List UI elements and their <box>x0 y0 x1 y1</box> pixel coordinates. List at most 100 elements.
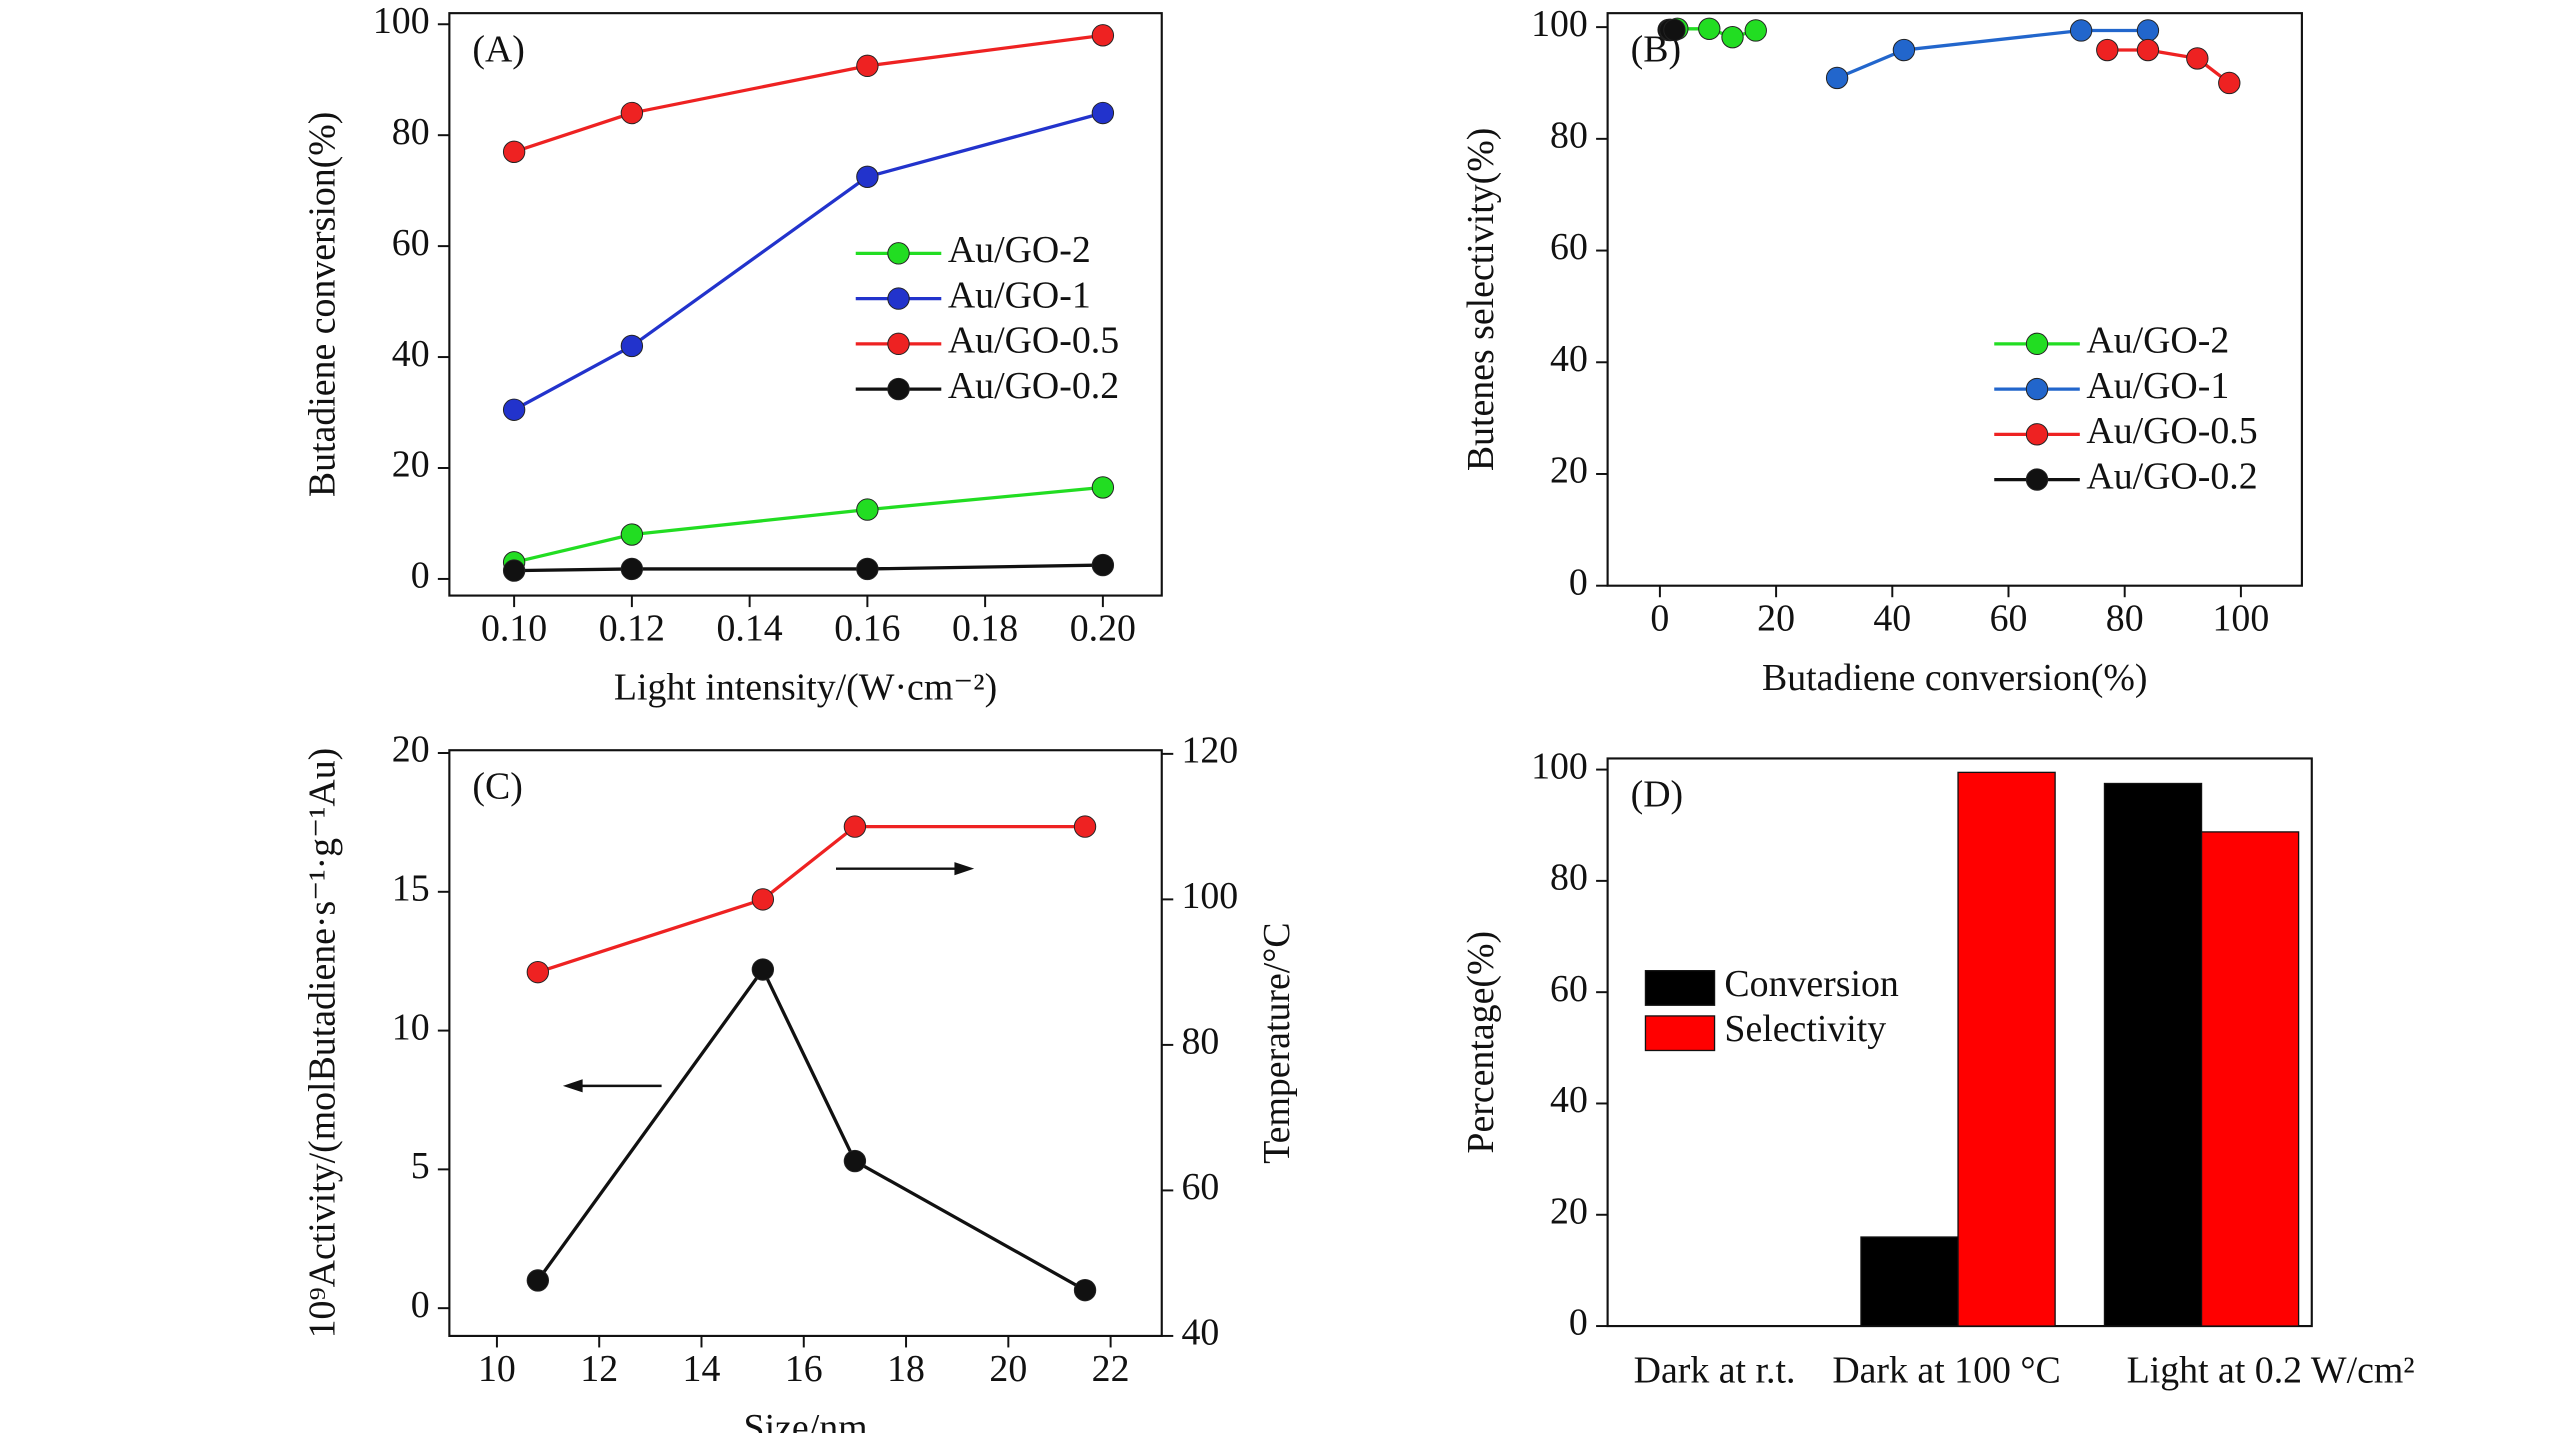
y-axis-label: Butenes selectivity(%) <box>1460 128 1502 472</box>
series-line <box>1677 27 1757 39</box>
point <box>1721 25 1744 49</box>
y-tick-label: 5 <box>411 1145 430 1187</box>
x-tick-label: 100 <box>2213 598 2270 640</box>
y-tick-label: 80 <box>1550 115 1588 157</box>
y-tick-label: 40 <box>1550 1079 1588 1121</box>
y-tick-label: 60 <box>1550 226 1588 268</box>
y-tick-label: 0 <box>1569 1302 1588 1344</box>
arrow-left <box>562 1079 662 1093</box>
legend-swatch <box>1644 970 1716 1006</box>
x-tick-label: 10 <box>478 1348 516 1390</box>
y-tick-label: 20 <box>392 729 430 771</box>
y-tick-label: 100 <box>1531 745 1588 787</box>
x-tick-label: 0.18 <box>952 607 1018 649</box>
x-tick-label: 60 <box>1990 598 2028 640</box>
point <box>843 815 867 838</box>
point <box>2136 38 2160 62</box>
y-tick-label: 80 <box>392 111 430 153</box>
point <box>856 165 879 188</box>
y2-tick-label: 120 <box>1181 730 1238 772</box>
x-axis-label: Butadiene conversion(%) <box>1762 657 2148 699</box>
point <box>2218 71 2241 95</box>
series-line <box>537 824 1086 974</box>
point <box>2096 38 2119 62</box>
point <box>526 960 550 984</box>
plot-frame <box>448 749 1163 1338</box>
x-tick-label: 0.20 <box>1070 607 1136 649</box>
series-line <box>513 111 1104 412</box>
point <box>620 557 644 581</box>
point <box>620 523 644 546</box>
point <box>502 559 526 582</box>
y-tick-label: 20 <box>1550 450 1588 492</box>
legend-label: Au/GO-0.5 <box>948 320 1119 362</box>
y2-tick-label: 100 <box>1181 875 1238 917</box>
series-line <box>513 485 1104 564</box>
y-tick-label: 60 <box>1550 968 1588 1010</box>
legend: Au/GO-2Au/GO-1Au/GO-0.5Au/GO-0.2 <box>855 229 1119 407</box>
y-axis-label: Percentage(%) <box>1460 931 1502 1154</box>
legend: Au/GO-2Au/GO-1Au/GO-0.5Au/GO-0.2 <box>1994 320 2258 497</box>
x-tick-label: 0.10 <box>481 607 547 649</box>
legend-label: Au/GO-0.2 <box>2086 455 2257 497</box>
legend-label: Au/GO-0.2 <box>948 365 1119 407</box>
x-tick-label: 16 <box>785 1348 823 1390</box>
legend-marker <box>2025 423 2049 446</box>
series-line <box>536 966 1086 1292</box>
x-tick-label: 80 <box>2106 598 2144 640</box>
legend-marker <box>887 332 910 356</box>
point <box>1091 553 1115 577</box>
point <box>502 140 526 164</box>
bar <box>1860 1236 1959 1327</box>
series-line <box>1836 28 2148 80</box>
arrow-right <box>835 862 975 876</box>
y2-tick-label: 60 <box>1181 1166 1219 1208</box>
bar <box>1957 771 2056 1327</box>
legend-label: Conversion <box>1724 963 1899 1005</box>
bar <box>2103 782 2203 1327</box>
point <box>1892 38 1916 62</box>
legend-label: Selectivity <box>1724 1008 1886 1050</box>
point <box>2069 19 2093 42</box>
x-tick-label: 0.12 <box>599 607 665 649</box>
legend-marker <box>887 287 910 310</box>
panel-label: (A) <box>472 28 525 70</box>
x-tick-label: Dark at 100 °C <box>1832 1349 2060 1391</box>
legend-label: Au/GO-0.5 <box>2086 410 2257 452</box>
legend-label: Au/GO-1 <box>948 274 1091 316</box>
x-tick-label: 14 <box>683 1348 721 1390</box>
y-tick-label: 0 <box>411 555 430 597</box>
point <box>1744 19 1767 42</box>
x-tick-label: 0.16 <box>834 607 900 649</box>
point <box>856 557 879 581</box>
point <box>1073 1278 1097 1302</box>
x-tick-label: 12 <box>580 1348 618 1390</box>
x-tick-label: 18 <box>887 1348 925 1390</box>
y-tick-label: 100 <box>373 0 430 42</box>
plot-frame <box>1606 12 2303 587</box>
point <box>502 398 526 421</box>
point <box>1698 17 1721 40</box>
point <box>1825 66 1849 90</box>
point <box>526 1269 550 1292</box>
point <box>856 498 879 521</box>
point <box>843 1149 867 1173</box>
legend-label: Au/GO-1 <box>2086 365 2229 407</box>
y-tick-label: 20 <box>1550 1190 1588 1232</box>
legend-label: Au/GO-2 <box>2086 320 2229 362</box>
point <box>751 888 775 911</box>
point <box>856 54 879 78</box>
panel-label: (D) <box>1631 774 1684 816</box>
bar <box>2200 831 2300 1327</box>
point <box>1091 476 1115 499</box>
point <box>1091 24 1115 47</box>
y-axis-label: Butadiene conversion(%) <box>302 112 344 498</box>
panel: 0 20 40 60 80 100 (D) Percentage(%) Dark at r.t.… <box>1460 745 2415 1391</box>
point <box>1091 101 1115 125</box>
point <box>2186 47 2209 70</box>
point <box>2136 19 2160 42</box>
y2-tick-label: 80 <box>1181 1021 1219 1063</box>
x-tick-label: Dark at r.t. <box>1634 1349 1796 1391</box>
